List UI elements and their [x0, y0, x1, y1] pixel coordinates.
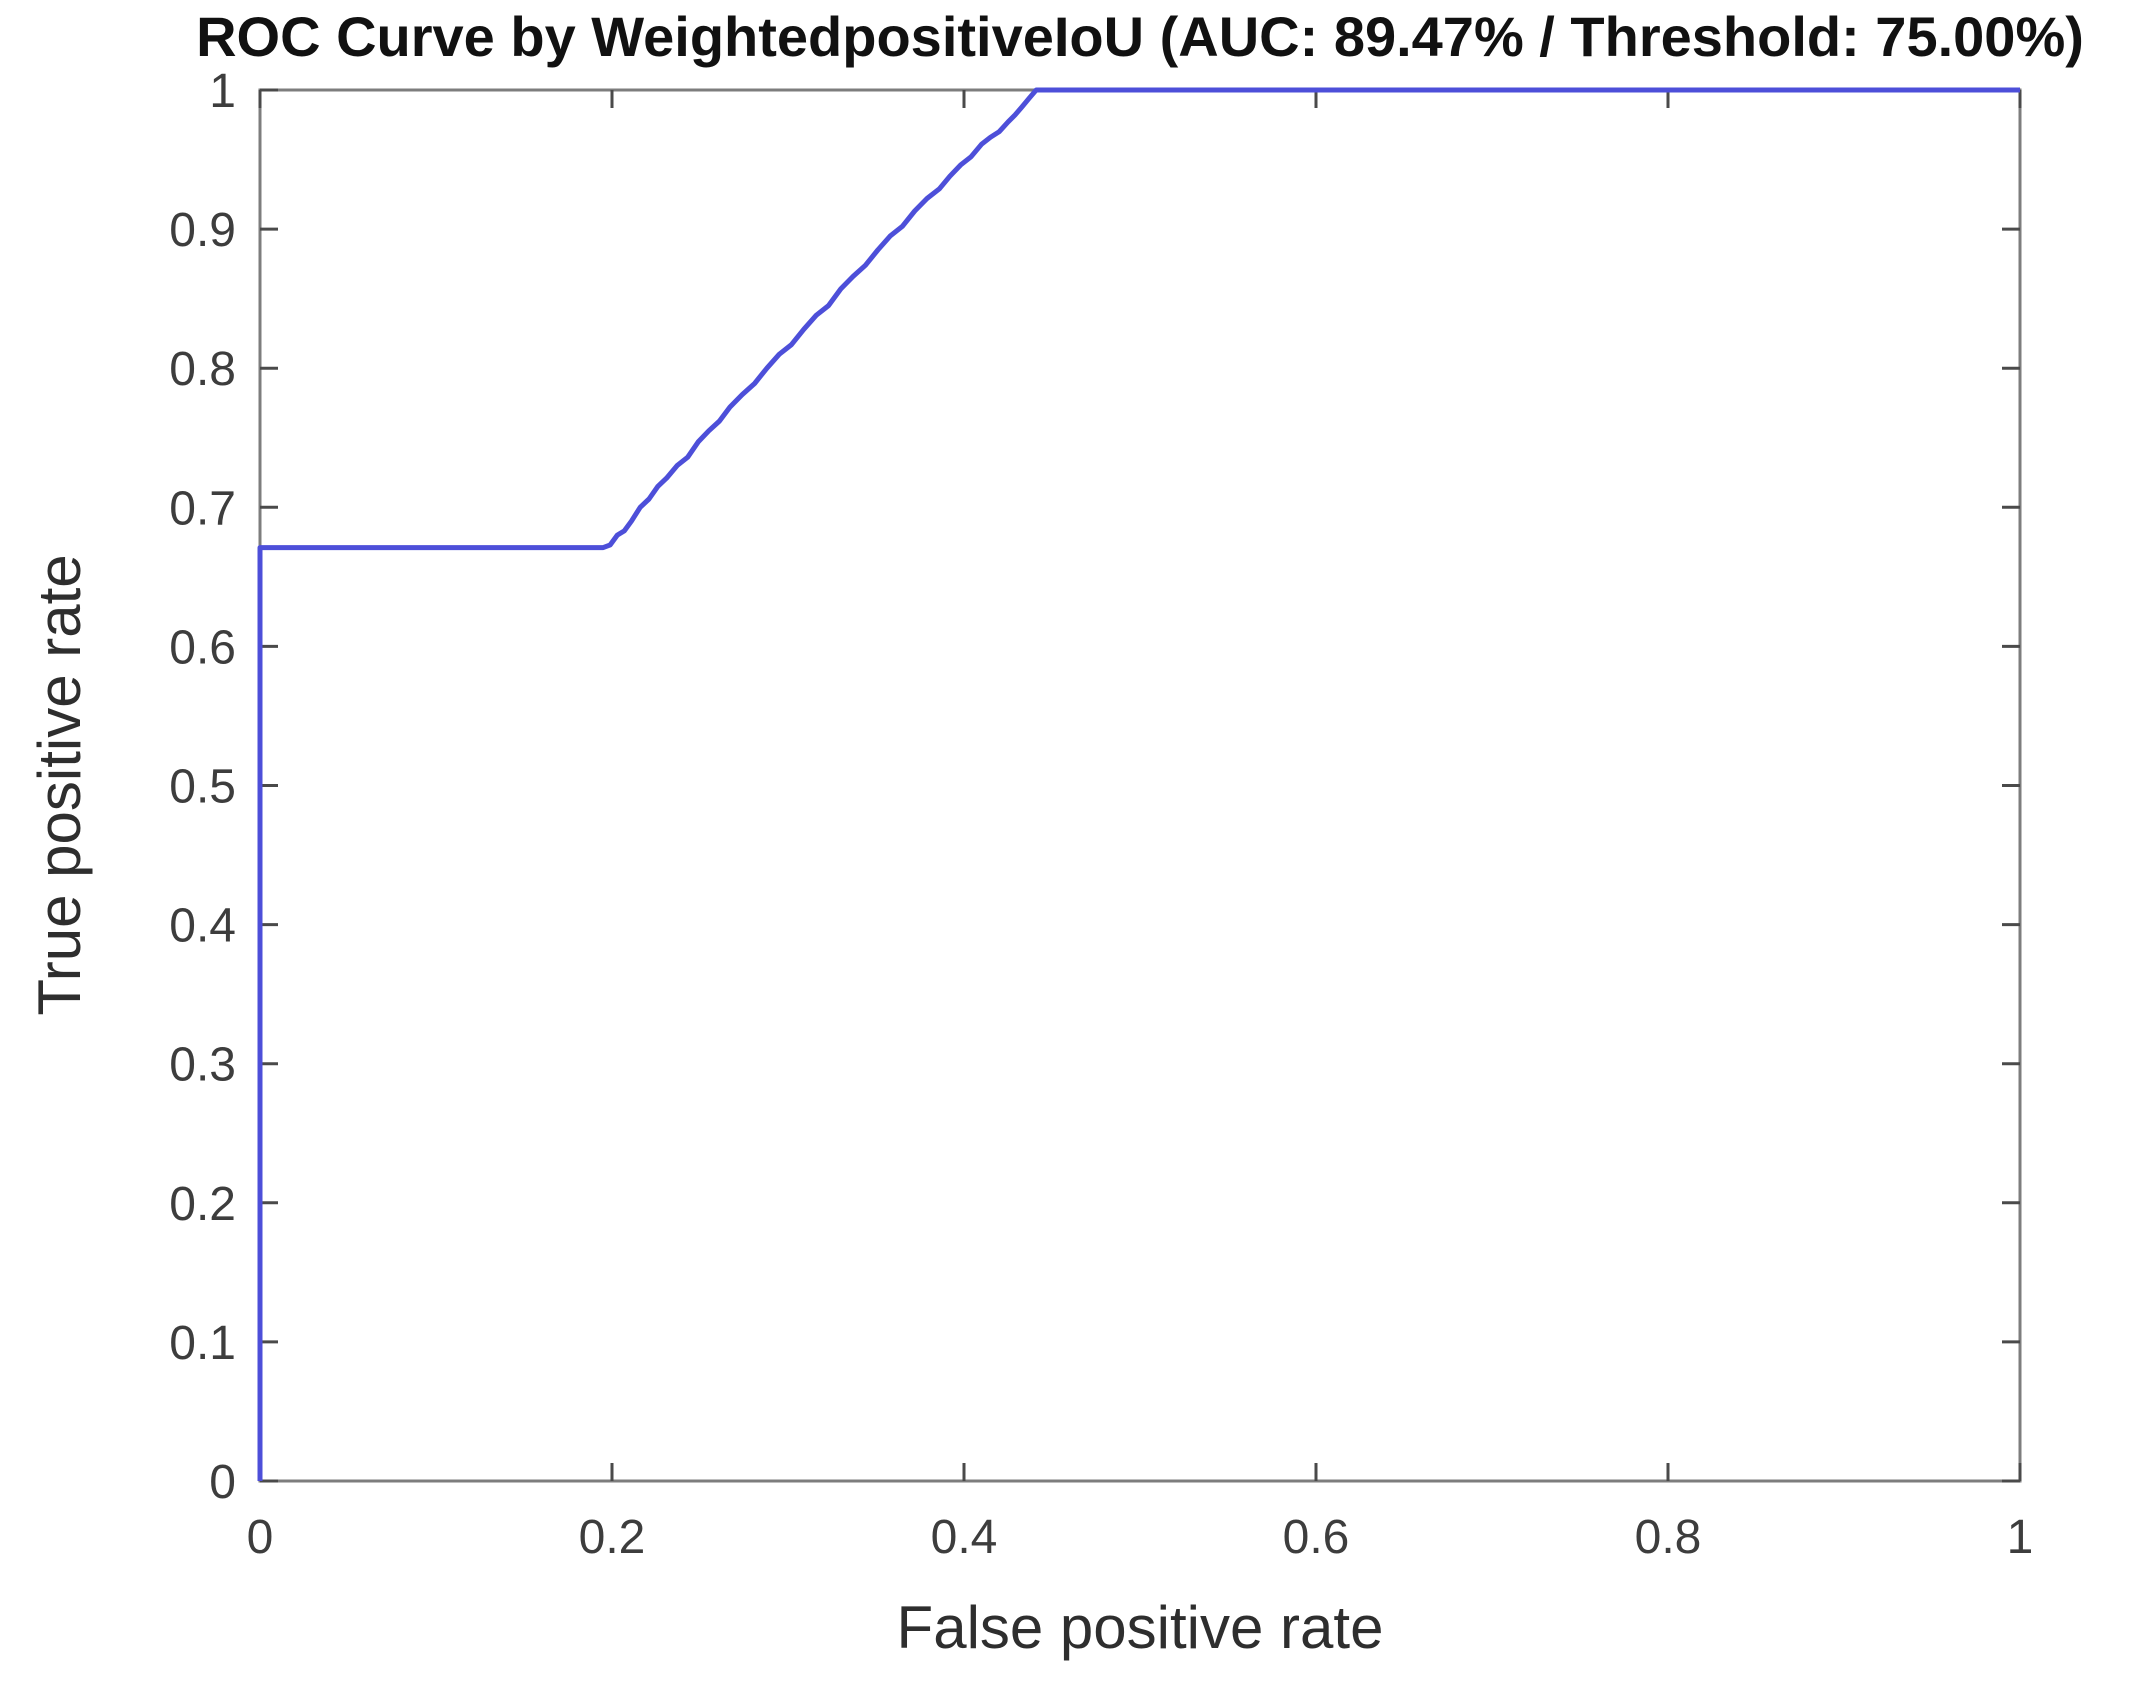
y-tick-label: 1	[209, 65, 236, 118]
y-tick-label: 0.8	[169, 343, 236, 396]
y-tick-label: 0	[209, 1456, 236, 1509]
y-tick-label: 0.9	[169, 204, 236, 257]
y-axis-label: True positive rate	[26, 554, 93, 1015]
chart-title: ROC Curve by WeightedpositiveIoU (AUC: 8…	[196, 5, 2084, 68]
x-tick-label: 0.8	[1635, 1511, 1702, 1564]
y-tick-label: 0.7	[169, 482, 236, 535]
x-tick-label: 0.4	[931, 1511, 998, 1564]
y-tick-label: 0.2	[169, 1178, 236, 1231]
plot-box	[258, 88, 2022, 1483]
y-tick-label: 0.1	[169, 1317, 236, 1370]
x-tick-label: 0.6	[1283, 1511, 1350, 1564]
y-tick-label: 0.5	[169, 761, 236, 814]
x-tick-label: 0.2	[579, 1511, 646, 1564]
y-tick-label: 0.4	[169, 900, 236, 953]
x-axis-label: False positive rate	[897, 1594, 1384, 1661]
x-tick-label: 0	[247, 1511, 274, 1564]
y-tick-label: 0.6	[169, 621, 236, 674]
x-tick-label: 1	[2007, 1511, 2034, 1564]
axis-tick-marks	[258, 88, 2022, 1483]
roc-curve-line	[257, 87, 2020, 1481]
y-tick-label: 0.3	[169, 1039, 236, 1092]
x-tick-labels: 0 0.2 0.4 0.6 0.8 1	[247, 1511, 2034, 1564]
y-tick-labels: 0 0.1 0.2 0.3 0.4 0.5 0.6 0.7 0.8 0.9 1	[169, 65, 236, 1509]
